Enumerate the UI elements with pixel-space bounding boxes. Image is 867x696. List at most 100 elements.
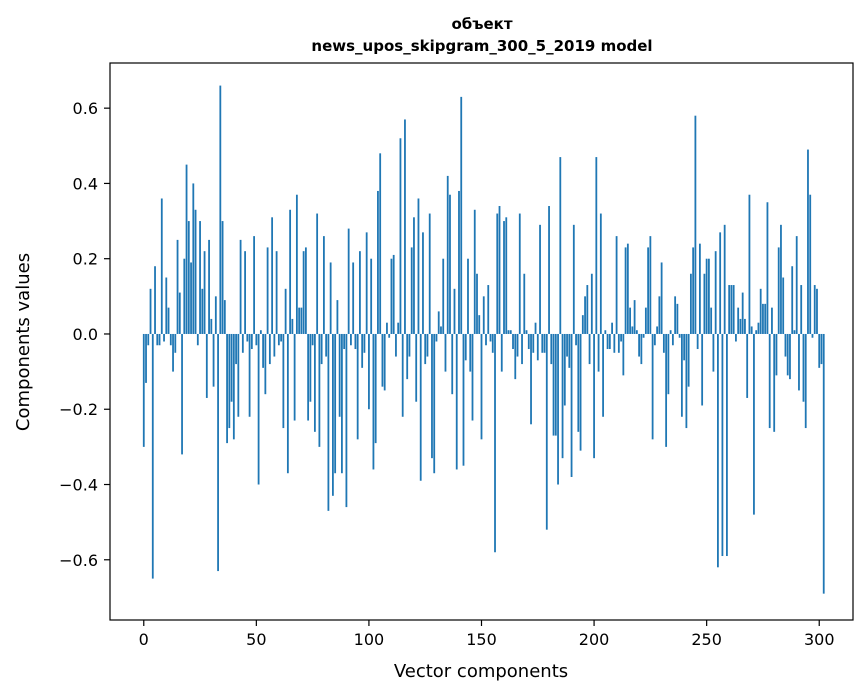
- bar-82: [327, 333, 330, 511]
- bar-123: [419, 333, 422, 481]
- bar-80: [322, 236, 325, 334]
- bar-46: [246, 333, 249, 342]
- bar-9: [163, 333, 165, 342]
- bar-11: [167, 307, 170, 334]
- bar-10: [165, 277, 168, 334]
- bar-168: [521, 333, 523, 365]
- bar-115: [401, 333, 404, 417]
- y-tick-label: −0.4: [59, 476, 98, 495]
- bar-22: [192, 183, 195, 334]
- bar-211: [617, 333, 620, 353]
- bar-217: [631, 326, 634, 334]
- bar-130: [435, 333, 438, 342]
- bar-126: [426, 333, 429, 357]
- bar-266: [741, 292, 744, 334]
- bar-199: [590, 273, 593, 334]
- bar-187: [563, 333, 566, 406]
- bar-201: [595, 157, 598, 334]
- bar-111: [392, 254, 395, 334]
- bar-140: [458, 190, 460, 334]
- bar-165: [514, 333, 517, 380]
- bar-101: [370, 258, 373, 334]
- bar-209: [613, 333, 616, 353]
- bar-116: [404, 119, 406, 334]
- bar-272: [755, 330, 758, 334]
- bar-200: [593, 333, 595, 459]
- bar-150: [480, 333, 483, 440]
- bar-265: [739, 318, 742, 334]
- bar-299: [816, 288, 818, 334]
- bar-33: [217, 333, 219, 572]
- bar-273: [757, 322, 760, 334]
- bar-250: [705, 258, 708, 334]
- bar-300: [818, 333, 821, 368]
- bar-170: [525, 330, 528, 334]
- bar-159: [500, 333, 503, 372]
- bar-177: [541, 333, 544, 353]
- x-tick-label: 250: [691, 630, 722, 649]
- bar-68: [295, 194, 298, 334]
- bar-183: [554, 333, 557, 436]
- bar-225: [649, 236, 652, 334]
- bar-37: [226, 333, 228, 444]
- bar-103: [374, 333, 377, 444]
- bar-261: [730, 285, 733, 334]
- bar-292: [800, 285, 803, 334]
- bar-70: [300, 307, 303, 334]
- bar-237: [676, 303, 679, 334]
- bar-171: [527, 333, 530, 350]
- bar-6: [156, 333, 159, 346]
- bar-27: [203, 251, 206, 334]
- bar-290: [795, 236, 798, 334]
- bar-212: [620, 333, 622, 342]
- bar-262: [732, 285, 735, 334]
- bar-231: [662, 333, 665, 353]
- bar-175: [536, 333, 539, 361]
- bar-285: [784, 333, 787, 357]
- bar-207: [608, 333, 611, 350]
- bar-242: [687, 333, 690, 387]
- bar-264: [737, 307, 740, 334]
- bar-21: [190, 262, 192, 334]
- bar-251: [708, 258, 710, 334]
- bar-229: [658, 296, 661, 334]
- bar-179: [545, 333, 548, 530]
- bar-109: [388, 333, 391, 338]
- y-tick-label: 0.6: [73, 99, 98, 118]
- bar-241: [685, 333, 688, 429]
- bar-20: [187, 221, 190, 334]
- bar-114: [399, 138, 402, 334]
- bar-65: [289, 209, 292, 334]
- bar-95: [356, 333, 359, 440]
- bar-47: [248, 333, 251, 417]
- bar-284: [782, 277, 785, 334]
- bar-120: [413, 217, 415, 334]
- bar-135: [446, 175, 449, 334]
- bar-298: [813, 285, 816, 334]
- bar-244: [692, 247, 695, 334]
- bar-173: [532, 333, 535, 353]
- bar-189: [568, 333, 571, 368]
- bar-220: [638, 333, 641, 357]
- bar-191: [572, 224, 575, 334]
- bar-42: [237, 333, 240, 417]
- bar-129: [433, 333, 436, 474]
- bar-128: [431, 333, 433, 459]
- bar-182: [552, 333, 555, 436]
- bar-282: [777, 247, 780, 334]
- bar-174: [534, 322, 537, 334]
- bar-117: [406, 333, 409, 380]
- bar-63: [284, 288, 287, 334]
- bar-71: [302, 251, 305, 334]
- bar-136: [449, 194, 451, 334]
- bar-176: [539, 224, 541, 334]
- bar-30: [210, 318, 213, 334]
- bar-224: [647, 247, 650, 334]
- bar-148: [476, 273, 478, 334]
- bar-279: [771, 307, 773, 334]
- bar-301: [820, 333, 823, 365]
- bar-12: [169, 333, 172, 346]
- bar-15: [176, 239, 179, 334]
- y-tick-label: 0.2: [73, 250, 98, 269]
- bar-121: [415, 333, 418, 402]
